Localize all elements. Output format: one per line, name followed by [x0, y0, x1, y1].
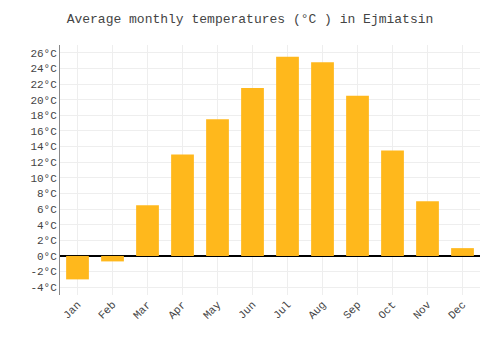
svg-text:-2°C: -2°C: [30, 266, 57, 278]
svg-text:-4°C: -4°C: [30, 282, 57, 294]
svg-text:Jun: Jun: [236, 299, 258, 321]
svg-text:8°C: 8°C: [37, 188, 57, 200]
svg-text:18°C: 18°C: [30, 110, 57, 122]
svg-text:16°C: 16°C: [30, 126, 57, 138]
svg-text:Dec: Dec: [446, 299, 468, 321]
svg-text:Jan: Jan: [61, 299, 83, 321]
svg-text:May: May: [201, 299, 224, 322]
svg-text:Apr: Apr: [166, 299, 188, 321]
svg-text:24°C: 24°C: [30, 63, 57, 75]
svg-text:10°C: 10°C: [30, 173, 57, 185]
svg-text:2°C: 2°C: [37, 235, 57, 247]
svg-text:Mar: Mar: [131, 299, 153, 321]
svg-text:4°C: 4°C: [37, 220, 57, 232]
svg-text:Jul: Jul: [271, 299, 293, 321]
svg-text:14°C: 14°C: [30, 141, 57, 153]
svg-text:12°C: 12°C: [30, 157, 57, 169]
svg-text:Nov: Nov: [411, 299, 434, 322]
svg-text:0°C: 0°C: [37, 251, 57, 263]
svg-text:Feb: Feb: [96, 299, 118, 321]
svg-text:Oct: Oct: [376, 299, 398, 321]
svg-text:Sep: Sep: [341, 299, 363, 321]
svg-text:20°C: 20°C: [30, 95, 57, 107]
svg-text:6°C: 6°C: [37, 204, 57, 216]
svg-text:22°C: 22°C: [30, 79, 57, 91]
svg-text:Average monthly temperatures (: Average monthly temperatures (°C ) in Ej…: [67, 12, 434, 27]
svg-text:Aug: Aug: [306, 299, 328, 321]
svg-text:26°C: 26°C: [30, 48, 57, 60]
